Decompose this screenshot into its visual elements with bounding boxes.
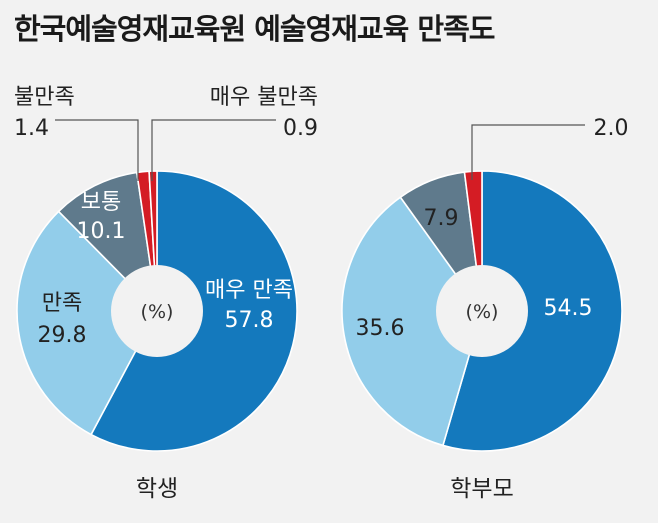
slice-value-student-dissatisfied: 1.4 [14, 116, 49, 141]
slice-value-student-satisfied: 29.8 [38, 323, 87, 348]
slice-label-student-neutral: 보통 [81, 190, 121, 215]
slice-value-student-neutral: 10.1 [77, 219, 126, 244]
slice-value-student-very-satisfied: 57.8 [225, 308, 274, 333]
slice-student-satisfied [16, 210, 158, 436]
leader-line-parent-dissatisfied [471, 124, 585, 180]
leader-line-student-dissatisfied [55, 119, 139, 181]
chart-name-parent: 학부모 [450, 476, 513, 502]
slice-label-student-very-satisfied: 매우 만족 [205, 278, 293, 303]
donut-hole-student [111, 265, 203, 357]
slice-parent-very-satisfied [441, 170, 623, 452]
slice-value-parent-very-satisfied: 54.5 [544, 296, 593, 321]
slice-value-parent-dissatisfied: 2.0 [594, 116, 629, 141]
slice-parent-satisfied [341, 196, 483, 447]
slice-label-student-dissatisfied: 불만족 [14, 85, 75, 110]
unit-label-student: (%) [141, 301, 174, 323]
slice-label-student-satisfied: 만족 [42, 291, 82, 316]
slice-label-student-very-dissatisfied: 매우 불만족 [210, 85, 318, 110]
slice-value-parent-satisfied: 35.6 [356, 316, 405, 341]
donut-hole-parent [436, 265, 528, 357]
chart-name-student: 학생 [136, 476, 178, 502]
slice-value-parent-neutral: 7.9 [424, 206, 459, 231]
chart-title: 한국예술영재교육원 예술영재교육 만족도 [14, 12, 495, 46]
unit-label-parent: (%) [466, 301, 499, 323]
leader-line-student-very-dissatisfied [151, 119, 276, 181]
slice-value-student-very-dissatisfied: 0.9 [283, 116, 318, 141]
